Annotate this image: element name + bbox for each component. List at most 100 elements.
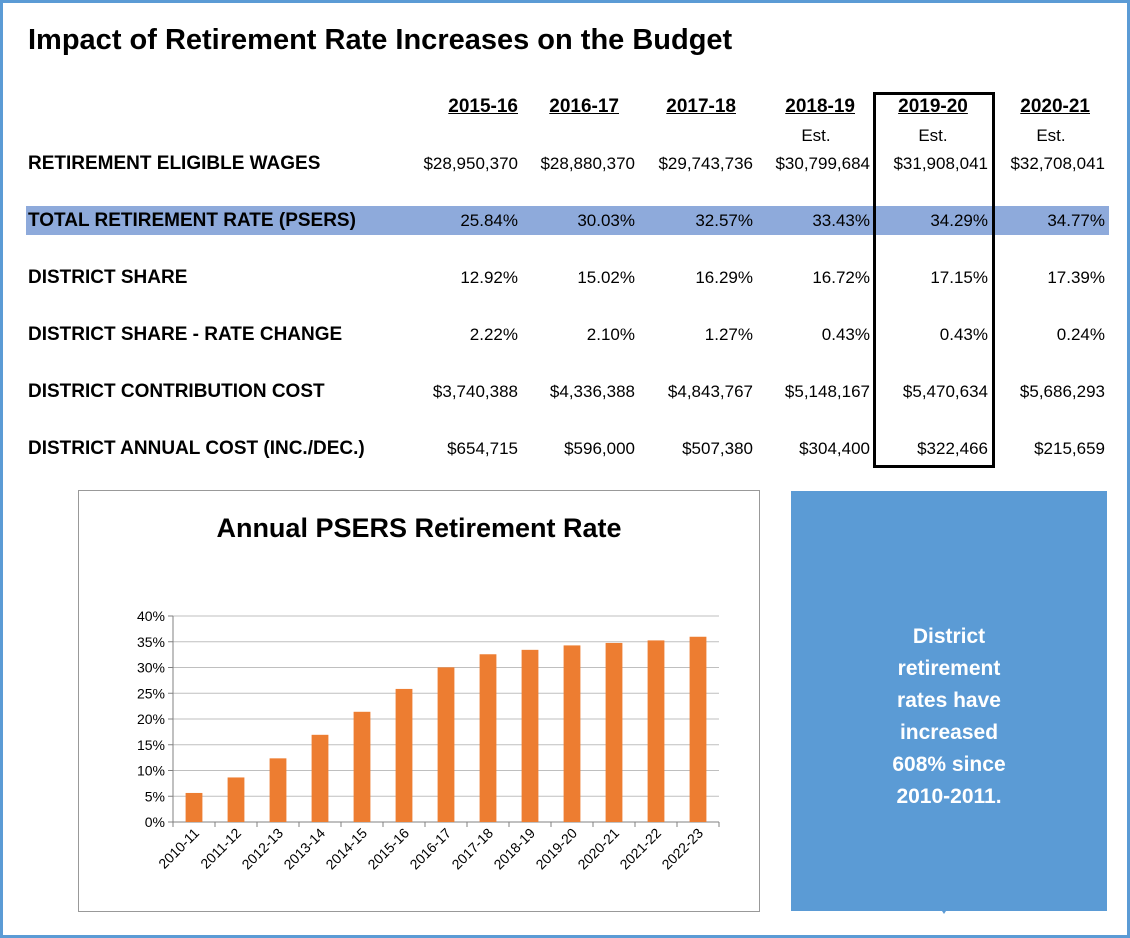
callout-box: District retirement rates have increased… <box>791 491 1107 911</box>
table-cell: 1.27% <box>704 325 753 344</box>
callout-line: rates have <box>897 689 1001 712</box>
bar <box>185 792 203 822</box>
bar <box>311 734 329 822</box>
x-tick-label: 2015-16 <box>364 825 412 873</box>
x-tick-label: 2018-19 <box>490 825 538 873</box>
table-cell: 0.24% <box>1056 325 1105 344</box>
table-cell: $3,740,388 <box>432 382 518 401</box>
table-cell: $304,400 <box>799 439 870 458</box>
chart-panel: Annual PSERS Retirement Rate 0% 5% 10% 15% 20… <box>78 490 760 912</box>
table-cell: $5,686,293 <box>1019 382 1105 401</box>
retirement-rate-chart: Annual PSERS Retirement Rate 0% 5% 10% 15% 20… <box>137 513 720 873</box>
table-cell: $596,000 <box>564 439 635 458</box>
year-header-2: 2017-18 <box>666 96 736 117</box>
row-label: DISTRICT CONTRIBUTION COST <box>28 381 325 402</box>
table-cell: 16.29% <box>695 268 753 287</box>
row-label: RETIREMENT ELIGIBLE WAGES <box>28 153 321 174</box>
table-cell: $30,799,684 <box>775 154 870 173</box>
y-tick-label: 40% <box>137 608 165 624</box>
row-label: DISTRICT SHARE - RATE CHANGE <box>28 324 343 345</box>
y-tick-label: 0% <box>145 814 165 830</box>
y-tick-label: 15% <box>137 737 165 753</box>
callout-line: retirement <box>897 657 1001 680</box>
table-cell: $5,470,634 <box>902 382 988 401</box>
table-cell: 32.57% <box>695 211 753 230</box>
bar <box>647 640 665 822</box>
x-tick-label: 2020-21 <box>574 825 622 873</box>
est-label-4: Est. <box>918 126 948 145</box>
table-cell: 0.43% <box>821 325 870 344</box>
bar <box>353 711 371 822</box>
callout-line: District <box>912 625 986 648</box>
chart-title: Annual PSERS Retirement Rate <box>216 513 621 543</box>
table-cell: $507,380 <box>682 439 753 458</box>
y-tick-label: 10% <box>137 763 165 779</box>
total-rate-highlight-band <box>26 206 1109 235</box>
y-tick-label: 30% <box>137 660 165 676</box>
callout-text: District retirement rates have increased… <box>791 621 1107 813</box>
table-cell: $4,843,767 <box>667 382 753 401</box>
callout-line: increased <box>899 721 999 744</box>
year-header-0: 2015-16 <box>448 96 518 117</box>
table-cell: 34.29% <box>930 211 988 230</box>
bar <box>437 667 455 822</box>
table-cell: 17.39% <box>1047 268 1105 287</box>
y-tick-label: 5% <box>145 788 165 804</box>
table-cell: 17.15% <box>930 268 988 287</box>
est-label-3: Est. <box>801 126 831 145</box>
row-label: DISTRICT SHARE <box>28 267 188 288</box>
year-header-1: 2016-17 <box>549 96 619 117</box>
table-cell: $322,466 <box>917 439 988 458</box>
table-cell: 16.72% <box>812 268 870 287</box>
x-tick-label: 2014-15 <box>322 825 370 873</box>
bar <box>563 645 581 822</box>
page-title: Impact of Retirement Rate Increases on t… <box>28 24 733 56</box>
x-tick-label: 2022-23 <box>658 825 706 873</box>
est-label-5: Est. <box>1036 126 1066 145</box>
table-cell: 2.22% <box>469 325 518 344</box>
x-tick-label: 2011-12 <box>197 825 244 872</box>
x-tick-label: 2013-14 <box>280 825 328 873</box>
table-cell: 30.03% <box>577 211 635 230</box>
bar <box>227 777 245 822</box>
bar <box>479 654 497 822</box>
row-label: TOTAL RETIREMENT RATE (PSERS) <box>28 210 356 231</box>
year-header-5: 2020-21 <box>1020 96 1090 117</box>
bar <box>521 649 539 822</box>
year-header-3: 2018-19 <box>785 96 855 117</box>
table-cell: $5,148,167 <box>784 382 870 401</box>
y-tick-label: 20% <box>137 711 165 727</box>
table-cell: $32,708,041 <box>1010 154 1105 173</box>
x-tick-label: 2017-18 <box>448 825 496 873</box>
x-tick-label: 2019-20 <box>532 825 580 873</box>
table-cell: 34.77% <box>1047 211 1105 230</box>
highlighted-column-box <box>873 92 995 468</box>
x-tick-label: 2016-17 <box>406 825 454 873</box>
table-cell: $28,950,370 <box>423 154 518 173</box>
callout-pointer <box>940 908 948 914</box>
table-cell: 15.02% <box>577 268 635 287</box>
table-cell: 0.43% <box>939 325 988 344</box>
bar <box>269 758 287 822</box>
x-tick-label: 2021-22 <box>616 825 664 873</box>
table-cell: $4,336,388 <box>549 382 635 401</box>
x-tick-label: 2010-11 <box>155 825 202 872</box>
bar <box>689 636 707 822</box>
bar <box>605 642 623 822</box>
table-cell: $654,715 <box>447 439 518 458</box>
callout-line: 2010-2011. <box>896 785 1002 808</box>
y-tick-label: 25% <box>137 685 165 701</box>
table-cell: $28,880,370 <box>540 154 635 173</box>
table-cell: 25.84% <box>460 211 518 230</box>
table-cell: $31,908,041 <box>893 154 988 173</box>
x-tick-label: 2012-13 <box>238 825 286 873</box>
table-cell: 33.43% <box>812 211 870 230</box>
y-tick-label: 35% <box>137 634 165 650</box>
table-cell: $215,659 <box>1034 439 1105 458</box>
table-cell: 12.92% <box>460 268 518 287</box>
table-cell: 2.10% <box>586 325 635 344</box>
bar <box>395 688 413 822</box>
row-label: DISTRICT ANNUAL COST (INC./DEC.) <box>28 438 365 459</box>
callout-line: 608% since <box>892 753 1006 776</box>
table-cell: $29,743,736 <box>658 154 753 173</box>
